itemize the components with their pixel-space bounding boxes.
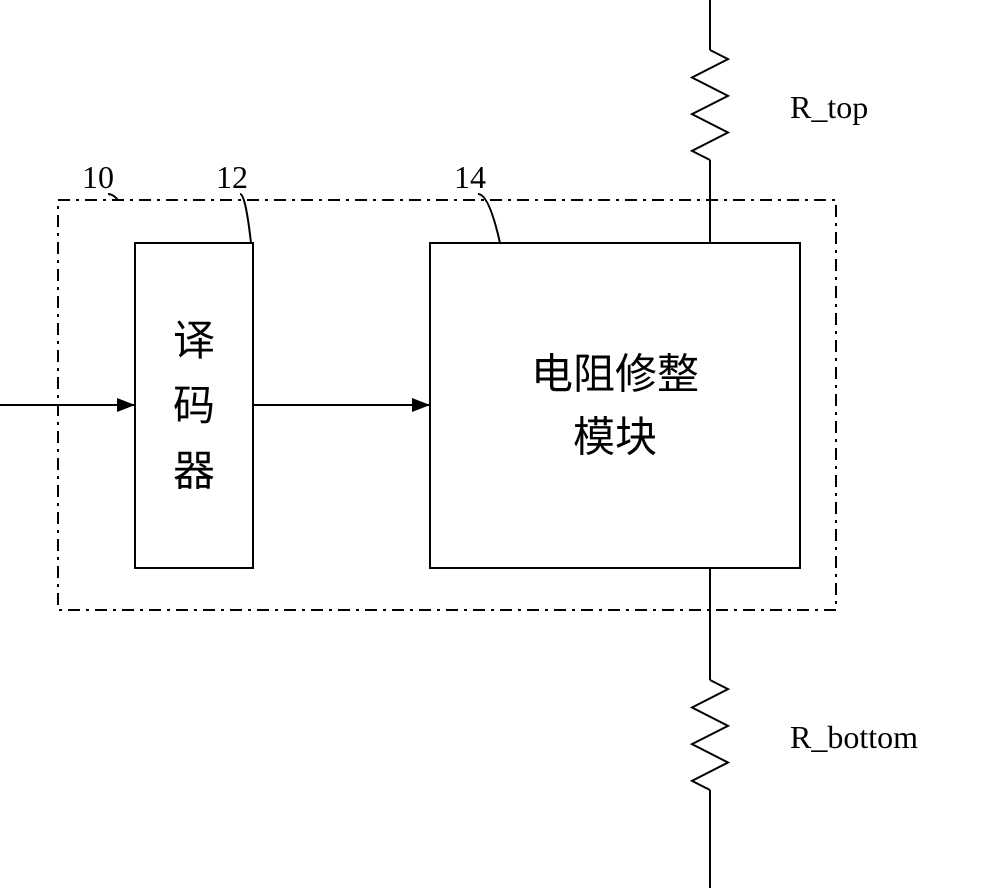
resistor-top bbox=[692, 50, 728, 160]
ref-10: 10 bbox=[82, 159, 114, 195]
ref-14: 14 bbox=[454, 159, 486, 195]
resistor-bottom bbox=[692, 680, 728, 790]
leader-14 bbox=[478, 194, 500, 243]
label-r-bottom: R_bottom bbox=[790, 719, 918, 755]
leader-12 bbox=[240, 194, 251, 243]
trim-module-label: 电阻修整模块 bbox=[531, 353, 699, 462]
trim-module-block bbox=[430, 243, 800, 568]
ref-12: 12 bbox=[216, 159, 248, 195]
decoder-label: 译码器 bbox=[173, 319, 215, 495]
arrowhead-icon bbox=[117, 398, 135, 412]
label-r-top: R_top bbox=[790, 89, 868, 125]
arrowhead-icon bbox=[412, 398, 430, 412]
